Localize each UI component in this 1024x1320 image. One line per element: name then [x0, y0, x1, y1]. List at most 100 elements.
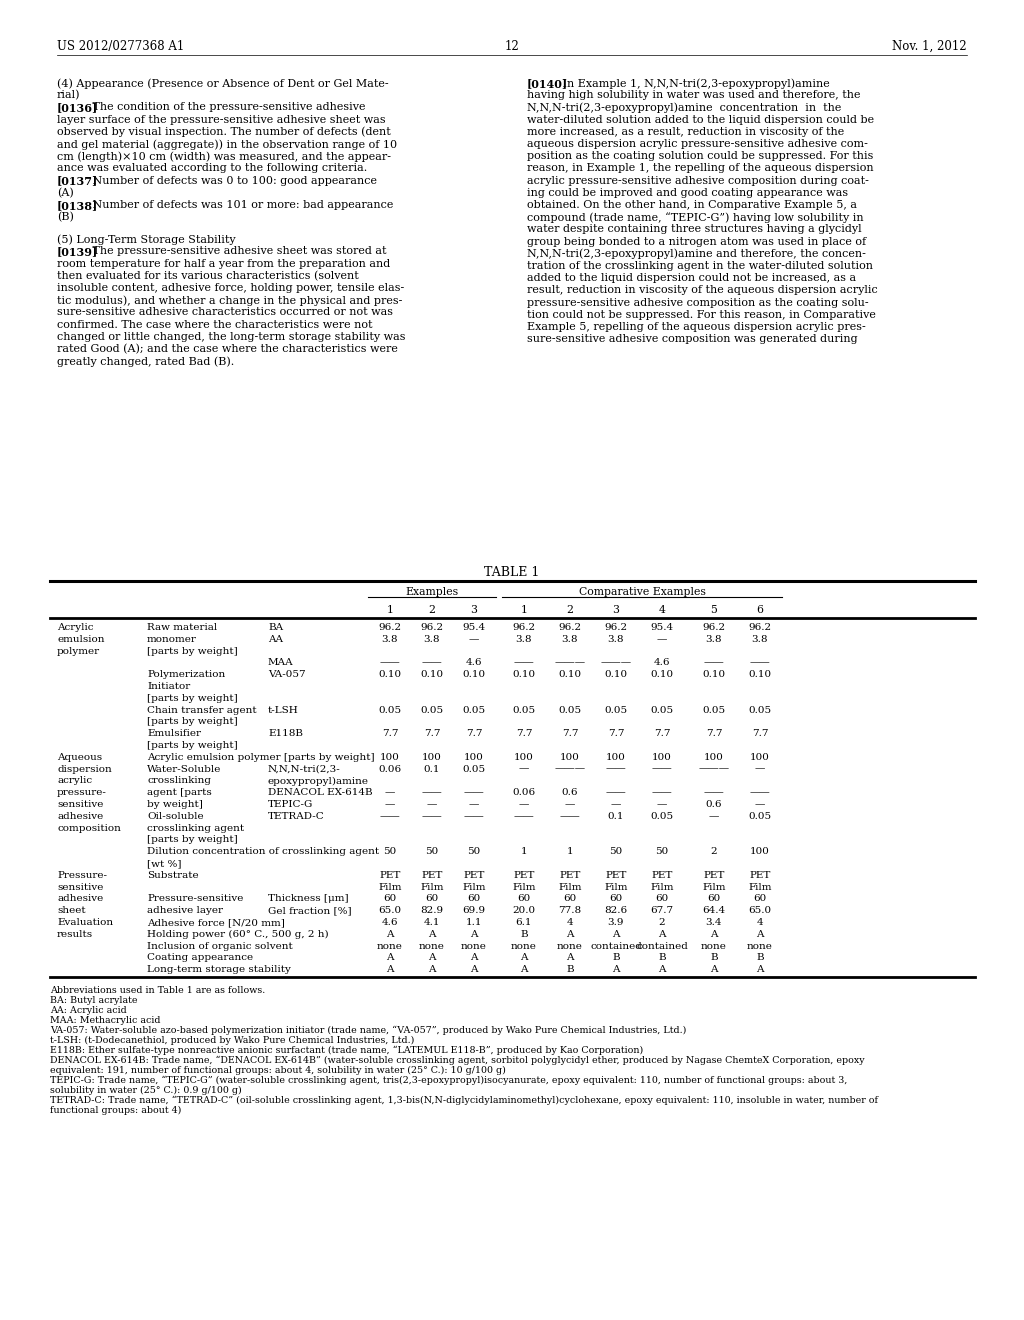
Text: compound (trade name, “TEPIC-G”) having low solubility in: compound (trade name, “TEPIC-G”) having … — [527, 213, 863, 223]
Text: —: — — [656, 635, 668, 644]
Text: TABLE 1: TABLE 1 — [484, 566, 540, 579]
Text: 5: 5 — [711, 605, 718, 615]
Text: 0.05: 0.05 — [749, 706, 771, 714]
Text: 50: 50 — [655, 847, 669, 857]
Text: A: A — [428, 953, 436, 962]
Text: group being bonded to a nitrogen atom was used in place of: group being bonded to a nitrogen atom wa… — [527, 236, 866, 247]
Text: Pressure-: Pressure- — [57, 871, 106, 880]
Text: 3.8: 3.8 — [752, 635, 768, 644]
Text: 60: 60 — [655, 895, 669, 903]
Text: 4: 4 — [757, 917, 763, 927]
Text: 0.05: 0.05 — [512, 706, 536, 714]
Text: 3.9: 3.9 — [608, 917, 625, 927]
Text: 50: 50 — [425, 847, 438, 857]
Text: crosslinking agent: crosslinking agent — [147, 824, 244, 833]
Text: 100: 100 — [422, 752, 442, 762]
Text: TEPIC-G: TEPIC-G — [268, 800, 313, 809]
Text: —: — — [709, 812, 719, 821]
Text: 60: 60 — [563, 895, 577, 903]
Text: 7.7: 7.7 — [516, 729, 532, 738]
Text: PET: PET — [379, 871, 400, 880]
Text: none: none — [701, 941, 727, 950]
Text: sensitive: sensitive — [57, 883, 103, 891]
Text: 96.2: 96.2 — [421, 623, 443, 632]
Text: ——: —— — [422, 788, 442, 797]
Text: position as the coating solution could be suppressed. For this: position as the coating solution could b… — [527, 152, 873, 161]
Text: ——: —— — [380, 812, 400, 821]
Text: 7.7: 7.7 — [424, 729, 440, 738]
Text: 0.1: 0.1 — [608, 812, 625, 821]
Text: 4.1: 4.1 — [424, 917, 440, 927]
Text: —: — — [469, 635, 479, 644]
Text: 100: 100 — [464, 752, 484, 762]
Text: ——: —— — [514, 812, 535, 821]
Text: [0136]: [0136] — [57, 103, 98, 114]
Text: A: A — [520, 965, 527, 974]
Text: t-LSH: (t-Dodecanethiol, produced by Wako Pure Chemical Industries, Ltd.): t-LSH: (t-Dodecanethiol, produced by Wak… — [50, 1036, 415, 1045]
Text: 2: 2 — [658, 917, 666, 927]
Text: rated Good (A); and the case where the characteristics were: rated Good (A); and the case where the c… — [57, 345, 398, 354]
Text: ——: —— — [651, 764, 673, 774]
Text: TETRAD-C: Trade name, “TETRAD-C” (oil-soluble crosslinking agent, 1,3-bis(N,N-di: TETRAD-C: Trade name, “TETRAD-C” (oil-so… — [50, 1096, 878, 1105]
Text: A: A — [428, 965, 436, 974]
Text: Film: Film — [604, 883, 628, 891]
Text: 0.05: 0.05 — [463, 706, 485, 714]
Text: PET: PET — [750, 871, 771, 880]
Text: contained: contained — [636, 941, 688, 950]
Text: 3.8: 3.8 — [382, 635, 398, 644]
Text: solubility in water (25° C.): 0.9 g/100 g): solubility in water (25° C.): 0.9 g/100 … — [50, 1086, 242, 1096]
Text: acrylic pressure-sensitive adhesive composition during coat-: acrylic pressure-sensitive adhesive comp… — [527, 176, 869, 186]
Text: contained: contained — [590, 941, 642, 950]
Text: Film: Film — [650, 883, 674, 891]
Text: 0.05: 0.05 — [379, 706, 401, 714]
Text: sure-sensitive adhesive characteristics occurred or not was: sure-sensitive adhesive characteristics … — [57, 308, 393, 317]
Text: A: A — [612, 965, 620, 974]
Text: ——: —— — [422, 659, 442, 668]
Text: 3.8: 3.8 — [608, 635, 625, 644]
Text: room temperature for half a year from the preparation and: room temperature for half a year from th… — [57, 259, 390, 268]
Text: A: A — [470, 929, 478, 939]
Text: rial): rial) — [57, 90, 81, 100]
Text: Evaluation: Evaluation — [57, 917, 113, 927]
Text: 3.8: 3.8 — [562, 635, 579, 644]
Text: MAA: MAA — [268, 659, 294, 668]
Text: 60: 60 — [383, 895, 396, 903]
Text: 4.6: 4.6 — [653, 659, 671, 668]
Text: 100: 100 — [560, 752, 580, 762]
Text: ——: —— — [380, 659, 400, 668]
Text: tration of the crosslinking agent in the water-diluted solution: tration of the crosslinking agent in the… — [527, 261, 873, 271]
Text: Water-Soluble: Water-Soluble — [147, 764, 221, 774]
Text: —: — — [519, 800, 529, 809]
Text: Polymerization: Polymerization — [147, 671, 225, 680]
Text: 64.4: 64.4 — [702, 907, 726, 915]
Text: DENACOL EX-614B: DENACOL EX-614B — [268, 788, 373, 797]
Text: N,N,N-tri(2,3-epoxypropyl)amine  concentration  in  the: N,N,N-tri(2,3-epoxypropyl)amine concentr… — [527, 103, 842, 114]
Text: 67.7: 67.7 — [650, 907, 674, 915]
Text: by weight]: by weight] — [147, 800, 203, 809]
Text: insoluble content, adhesive force, holding power, tensile elas-: insoluble content, adhesive force, holdi… — [57, 282, 404, 293]
Text: [parts by weight]: [parts by weight] — [147, 741, 238, 750]
Text: 100: 100 — [705, 752, 724, 762]
Text: 60: 60 — [708, 895, 721, 903]
Text: 20.0: 20.0 — [512, 907, 536, 915]
Text: Emulsifier: Emulsifier — [147, 729, 201, 738]
Text: ——: —— — [605, 764, 627, 774]
Text: ——: —— — [750, 659, 770, 668]
Text: acrylic: acrylic — [57, 776, 92, 785]
Text: ——: —— — [560, 812, 581, 821]
Text: 1.1: 1.1 — [466, 917, 482, 927]
Text: ——: —— — [464, 788, 484, 797]
Text: A: A — [711, 929, 718, 939]
Text: A: A — [566, 953, 573, 962]
Text: 4: 4 — [566, 917, 573, 927]
Text: 96.2: 96.2 — [749, 623, 771, 632]
Text: ———: ——— — [600, 659, 632, 668]
Text: Chain transfer agent: Chain transfer agent — [147, 706, 257, 714]
Text: cm (length)×10 cm (width) was measured, and the appear-: cm (length)×10 cm (width) was measured, … — [57, 152, 391, 162]
Text: Pressure-sensitive: Pressure-sensitive — [147, 895, 244, 903]
Text: B: B — [658, 953, 666, 962]
Text: polymer: polymer — [57, 647, 100, 656]
Text: observed by visual inspection. The number of defects (dent: observed by visual inspection. The numbe… — [57, 127, 391, 137]
Text: 7.7: 7.7 — [752, 729, 768, 738]
Text: 0.05: 0.05 — [604, 706, 628, 714]
